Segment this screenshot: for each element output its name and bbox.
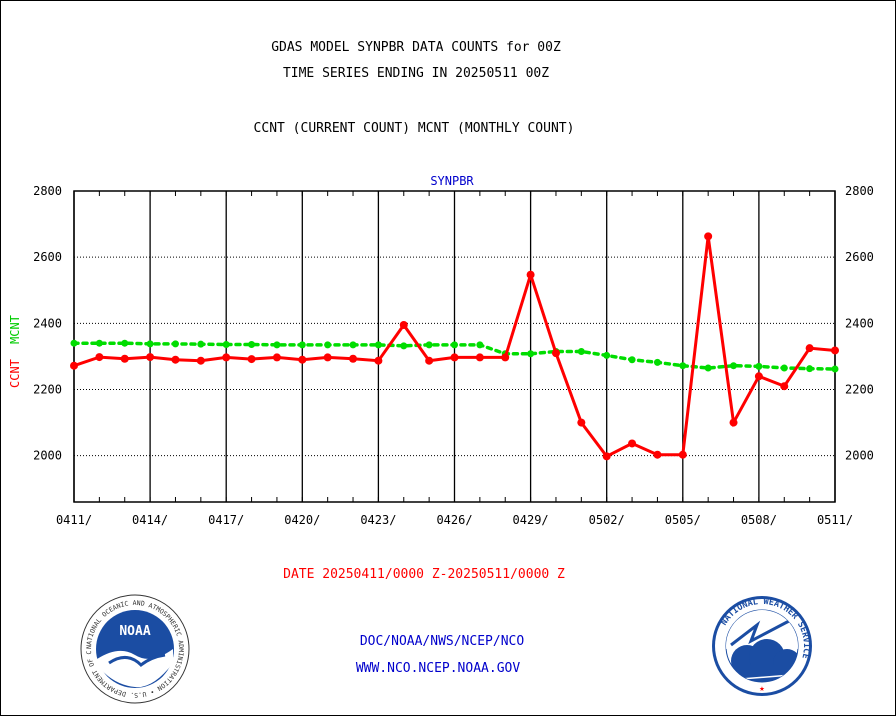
chart-subtitle: CCNT (CURRENT COUNT) MCNT (MONTHLY COUNT… — [253, 121, 575, 136]
x-tick-label: 0502/ — [589, 513, 625, 527]
date-range: DATE 20250411/0000 Z-20250511/0000 Z — [283, 567, 565, 582]
mcnt-point — [324, 341, 332, 349]
y-tick-label-left: 2000 — [33, 449, 62, 463]
mcnt-point — [806, 365, 814, 373]
axis-layer: 2000 2000 2200 2200 2400 2400 2600 2600 2800 2800… — [33, 184, 874, 527]
mcnt-point — [451, 341, 458, 349]
y-tick-label-right: 2200 — [845, 383, 874, 397]
nws-star-icon: ★ — [759, 684, 765, 694]
mcnt-point — [755, 362, 763, 370]
mcnt-point — [476, 341, 484, 349]
series-layer — [70, 232, 839, 461]
mcnt-point — [704, 364, 712, 372]
mcnt-point — [603, 351, 611, 359]
mcnt-point — [146, 340, 154, 348]
grid-layer — [73, 191, 836, 502]
mcnt-point — [400, 342, 408, 350]
ccnt-point — [374, 356, 383, 365]
chart-title-line1: GDAS MODEL SYNPBR DATA COUNTS for 00Z — [271, 40, 561, 55]
mcnt-point — [171, 340, 179, 348]
ccnt-point — [805, 344, 814, 353]
ccnt-point — [272, 353, 281, 362]
org-path-link[interactable]: DOC/NOAA/NWS/NCEP/NCO — [359, 634, 525, 649]
ccnt-point — [678, 450, 687, 459]
mcnt-point — [577, 347, 585, 355]
ccnt-point — [501, 353, 510, 362]
ccnt-point — [222, 353, 231, 362]
ccnt-point — [831, 346, 839, 355]
y-tick-label-right: 2000 — [845, 449, 874, 463]
x-tick-label: 0420/ — [284, 513, 320, 527]
mcnt-point — [628, 356, 636, 364]
x-tick-label: 0426/ — [436, 513, 472, 527]
mcnt-point — [222, 341, 230, 349]
x-tick-label: 0417/ — [208, 513, 244, 527]
mcnt-point — [679, 362, 687, 370]
ccnt-point — [704, 232, 713, 241]
ccnt-point — [754, 372, 763, 381]
noaa-logo-text: NOAA — [119, 624, 150, 639]
ccnt-point — [526, 270, 535, 279]
ccnt-point — [551, 349, 560, 358]
ccnt-point — [577, 418, 586, 427]
ccnt-point — [602, 452, 611, 461]
x-tick-label: 0414/ — [132, 513, 168, 527]
y-tick-label-left: 2800 — [33, 184, 62, 198]
ccnt-point — [120, 354, 129, 363]
ccnt-point — [729, 418, 738, 427]
ccnt-point — [425, 356, 434, 365]
x-tick-label: 0423/ — [360, 513, 396, 527]
y-axis-label-mcnt: MCNT — [8, 315, 22, 344]
mcnt-point — [425, 341, 433, 349]
x-tick-label: 0511/ — [817, 513, 853, 527]
ccnt-point — [146, 353, 155, 362]
ccnt-point — [171, 355, 180, 364]
dataset-label: SYNPBR — [430, 174, 474, 188]
mcnt-point — [70, 339, 78, 347]
ccnt-point — [298, 355, 307, 364]
ccnt-point — [653, 450, 662, 459]
y-tick-label-left: 2600 — [33, 250, 62, 264]
x-tick-label: 0411/ — [56, 513, 92, 527]
mcnt-point — [527, 350, 535, 358]
x-tick-label: 0429/ — [513, 513, 549, 527]
mcnt-point — [273, 341, 281, 349]
ccnt-point — [450, 353, 459, 362]
ccnt-point — [349, 354, 358, 363]
ccnt-point — [247, 355, 256, 364]
chart-plot: SYNPBR CCNT MCNT 2000 2000 2200 2200 2400 240… — [8, 174, 874, 527]
y-tick-label-right: 2600 — [845, 250, 874, 264]
ccnt-point — [95, 353, 104, 362]
ccnt-point — [196, 356, 205, 365]
mcnt-point — [197, 340, 205, 348]
mcnt-point — [121, 339, 129, 347]
x-tick-label: 0505/ — [665, 513, 701, 527]
y-axis-label-ccnt: CCNT — [8, 359, 22, 388]
ccnt-point — [475, 353, 484, 362]
noaa-logo: NOAA NATIONAL OCEANIC AND ATMOSPHERIC AD… — [79, 593, 190, 704]
ccnt-point — [323, 353, 332, 362]
ccnt-point — [780, 382, 789, 391]
y-tick-label-left: 2400 — [33, 316, 62, 330]
ccnt-point — [628, 439, 637, 448]
mcnt-point — [374, 341, 382, 349]
mcnt-point — [95, 339, 103, 347]
y-tick-label-right: 2800 — [845, 184, 874, 198]
x-tick-label: 0508/ — [741, 513, 777, 527]
mcnt-point — [780, 364, 788, 372]
mcnt-point — [730, 362, 738, 370]
mcnt-point — [653, 358, 661, 366]
mcnt-point — [349, 341, 357, 349]
mcnt-point — [248, 341, 256, 349]
ccnt-point — [70, 361, 78, 370]
y-tick-label-right: 2400 — [845, 316, 874, 330]
mcnt-point — [831, 365, 839, 373]
website-link[interactable]: WWW.NCO.NCEP.NOAA.GOV — [355, 661, 521, 676]
chart-title-line2: TIME SERIES ENDING IN 20250511 00Z — [282, 66, 550, 81]
ccnt-point — [399, 320, 408, 329]
nws-logo: NATIONAL WEATHER SERVICE ★ — [712, 596, 812, 696]
y-tick-label-left: 2200 — [33, 383, 62, 397]
mcnt-point — [298, 341, 306, 349]
